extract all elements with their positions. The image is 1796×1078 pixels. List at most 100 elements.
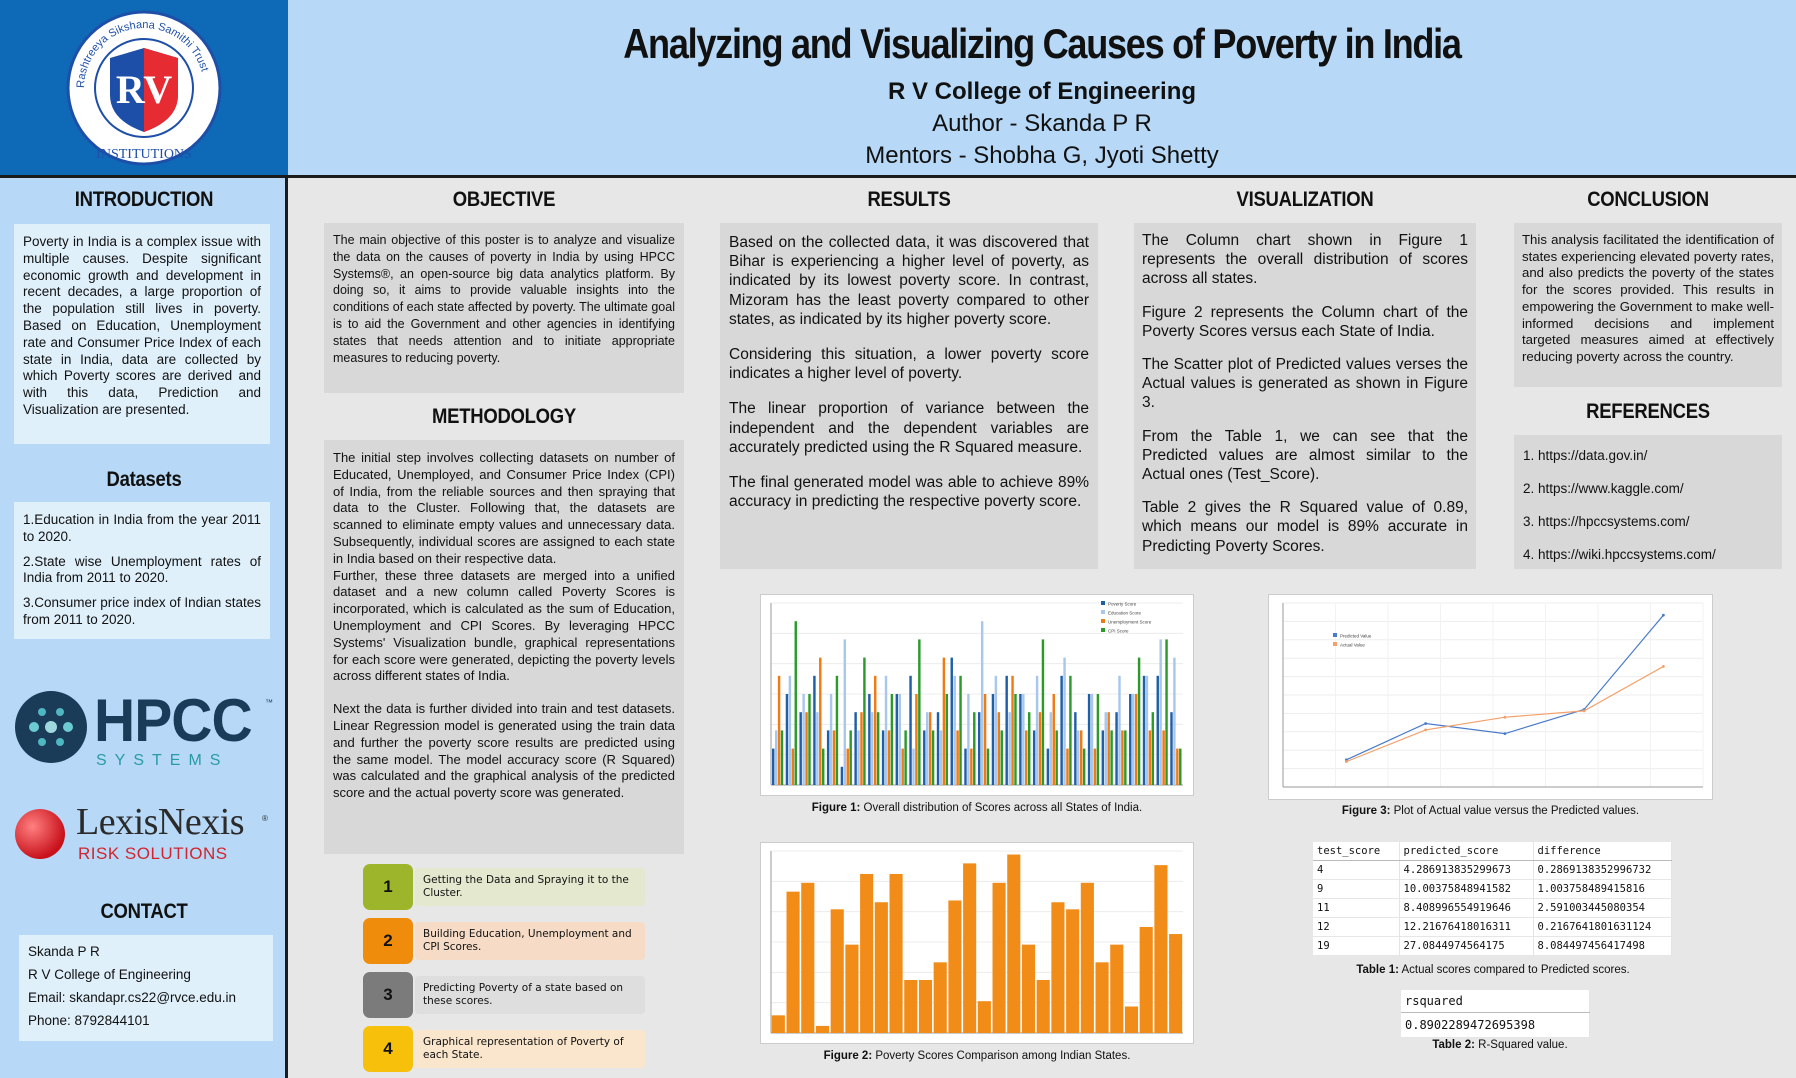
bar — [874, 675, 877, 785]
column-header: rsquared — [1401, 990, 1590, 1013]
caption-text: R-Squared value. — [1474, 1039, 1568, 1051]
logo-initials: RV — [116, 67, 172, 112]
bar — [994, 675, 998, 785]
bar — [991, 694, 995, 785]
bar — [890, 694, 894, 785]
step-number: 4 — [363, 1026, 413, 1072]
bar — [1151, 712, 1155, 785]
caption-label: Figure 1: — [811, 802, 861, 814]
bar — [1129, 694, 1132, 785]
bar — [819, 657, 822, 785]
bar — [1025, 730, 1028, 785]
bar — [1077, 730, 1080, 785]
legend-label: Actual Value — [1340, 643, 1365, 648]
bar — [845, 944, 859, 1033]
bar — [863, 657, 866, 785]
bar — [1011, 675, 1014, 785]
bar — [826, 730, 830, 785]
methodology-paragraph-1: The initial step involves collecting dat… — [333, 450, 675, 566]
table-2-caption: Table 2: R-Squared value. — [1360, 1039, 1640, 1051]
caption-text: Actual scores compared to Predicted scor… — [1398, 964, 1630, 976]
bar — [1000, 730, 1003, 785]
hpcc-tm: ™ — [265, 698, 273, 707]
table-cell: 0.2869138352996732 — [1533, 860, 1672, 880]
table-row: 19 27.0844974564175 8.084497456417498 — [1313, 936, 1672, 956]
bar — [1055, 730, 1058, 785]
contact-email: Email: skandapr.cs22@rvce.edu.in — [28, 990, 237, 1005]
bar — [1107, 712, 1110, 785]
table-cell: 11 — [1313, 898, 1400, 918]
methodology-heading: METHODOLOGY — [432, 405, 576, 428]
bar — [1069, 675, 1072, 785]
bar — [912, 748, 915, 785]
data-point — [1582, 709, 1586, 713]
step-3: 3 Predicting Poverty of a state based on… — [363, 972, 645, 1018]
bar — [1121, 730, 1124, 785]
visualization-heading: VISUALIZATION — [1236, 188, 1374, 211]
reference-link[interactable]: 1. https://data.gov.in/ — [1523, 448, 1648, 463]
lexisnexis-reg: ® — [262, 814, 268, 823]
bar — [1139, 926, 1153, 1033]
hpcc-systems-text: SYSTEMS — [96, 752, 229, 769]
bar — [1173, 657, 1176, 785]
bar — [881, 730, 885, 785]
figure-1-caption: Figure 1: Overall distribution of Scores… — [760, 802, 1194, 814]
bar — [771, 1015, 785, 1033]
references-heading: REFERENCES — [1586, 400, 1710, 423]
figure-1-svg: Poverty Score Education Score Unemployment… — [770, 601, 1183, 786]
table-2: rsquared 0.8902289472695398 — [1401, 990, 1590, 1038]
step-text: Graphical representation of Poverty of e… — [415, 1030, 645, 1068]
reference-link[interactable]: 3. https://hpccsystems.com/ — [1523, 514, 1690, 529]
bar — [1115, 712, 1118, 785]
bar — [830, 909, 844, 1033]
bar — [1148, 730, 1152, 785]
table-header-row: test_score predicted_score difference — [1313, 842, 1672, 861]
series-line — [1346, 614, 1664, 761]
table-row: 12 12.21676418016311 0.2167641801631124 — [1313, 917, 1672, 937]
reference-link[interactable]: 4. https://wiki.hpccsystems.com/ — [1523, 547, 1716, 562]
bar — [777, 675, 781, 785]
table-row: 11 8.408996554919646 2.591003445080354 — [1313, 898, 1672, 918]
legend-label: Unemployment Score — [1108, 620, 1152, 625]
reference-link[interactable]: 2. https://www.kaggle.com/ — [1523, 481, 1684, 496]
bar — [849, 730, 852, 785]
bar — [1095, 962, 1109, 1033]
bar — [1165, 639, 1168, 785]
bar — [1074, 712, 1077, 785]
dataset-item: 2.State wise Unemployment rates of India… — [23, 553, 261, 586]
table-cell: 1.003758489415816 — [1533, 879, 1672, 899]
bar — [860, 873, 874, 1033]
logo-bottom-text: INSTITUTIONS — [96, 147, 192, 162]
bar — [909, 675, 912, 785]
caption-label: Figure 2: — [823, 1050, 873, 1062]
results-box: Based on the collected data, it was disc… — [720, 223, 1098, 569]
table-cell: 12.21676418016311 — [1399, 917, 1534, 937]
bar — [931, 730, 935, 785]
bar — [801, 882, 815, 1033]
bar — [868, 694, 871, 785]
table-row: 9 10.00375848941582 1.003758489415816 — [1313, 879, 1672, 899]
results-paragraph-2: Considering this situation, a lower pove… — [729, 346, 1089, 383]
bar — [895, 694, 899, 785]
bar — [843, 639, 847, 785]
bar — [1080, 882, 1094, 1033]
column-header: difference — [1533, 842, 1672, 861]
bar — [840, 766, 844, 785]
bar — [915, 694, 918, 785]
bar — [1170, 712, 1173, 785]
bar — [1093, 748, 1097, 785]
bar — [978, 712, 981, 785]
step-2: 2 Building Education, Unemployment and C… — [363, 918, 645, 964]
bar — [953, 675, 956, 785]
bar — [854, 712, 857, 785]
visualization-paragraph-2: Figure 2 represents the Column chart of … — [1142, 303, 1468, 340]
bar — [1052, 694, 1055, 785]
step-number: 2 — [363, 918, 413, 964]
legend-label: Predicted Value — [1340, 634, 1372, 639]
college-name: R V College of Engineering — [887, 78, 1197, 105]
visualization-paragraph-4: From the Table 1, we can see that the Pr… — [1142, 427, 1468, 484]
bar — [992, 882, 1006, 1033]
logo-panel: Rashtreeya Sikshana Samithi Trust RV INS… — [0, 0, 288, 178]
